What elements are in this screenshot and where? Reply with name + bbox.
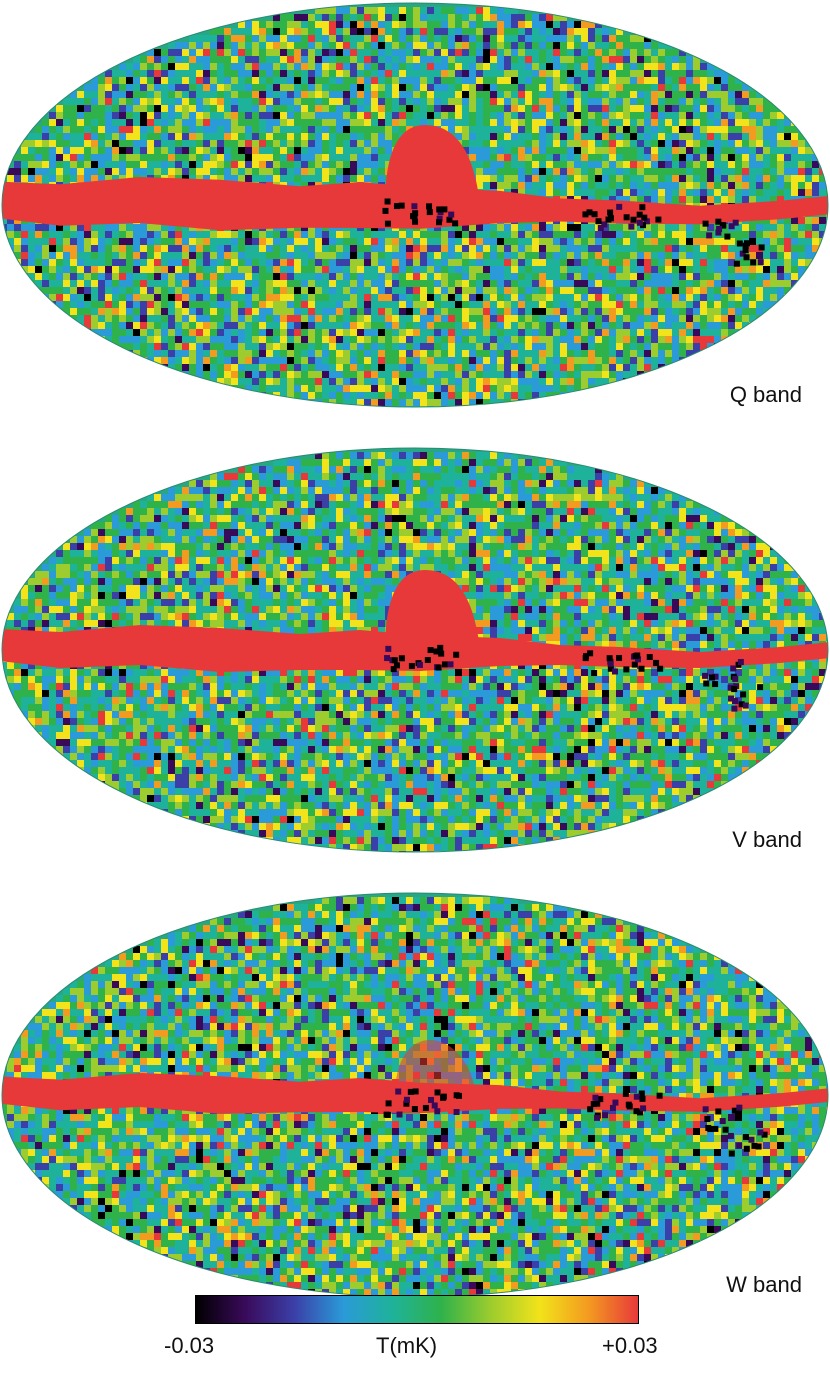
sky-map-v-band [1,447,829,853]
sky-map-q-band [1,2,829,408]
colorbar-min-label: -0.03 [164,1333,215,1358]
sky-pixels [2,3,828,407]
map-panel-v-band: V band [0,445,830,865]
colorbar-gradient [195,1295,639,1324]
band-label-q: Q band [729,382,802,407]
sky-pixels [2,893,828,1297]
colorbar-legend: -0.03 T(mK) +0.03 [150,1295,680,1391]
band-label-w: W band [726,1272,802,1297]
band-label-v: V band [732,827,802,852]
sky-map-outline [1,447,829,853]
colorbar-unit-label: T(mK) [376,1333,438,1358]
sky-map-w-band [1,892,829,1298]
sky-map-outline [1,2,829,408]
map-panel-w-band: W band [0,890,830,1310]
map-panel-q-band: Q band [0,0,830,420]
colorbar-max-label: +0.03 [602,1333,658,1358]
sky-pixels [2,448,828,852]
